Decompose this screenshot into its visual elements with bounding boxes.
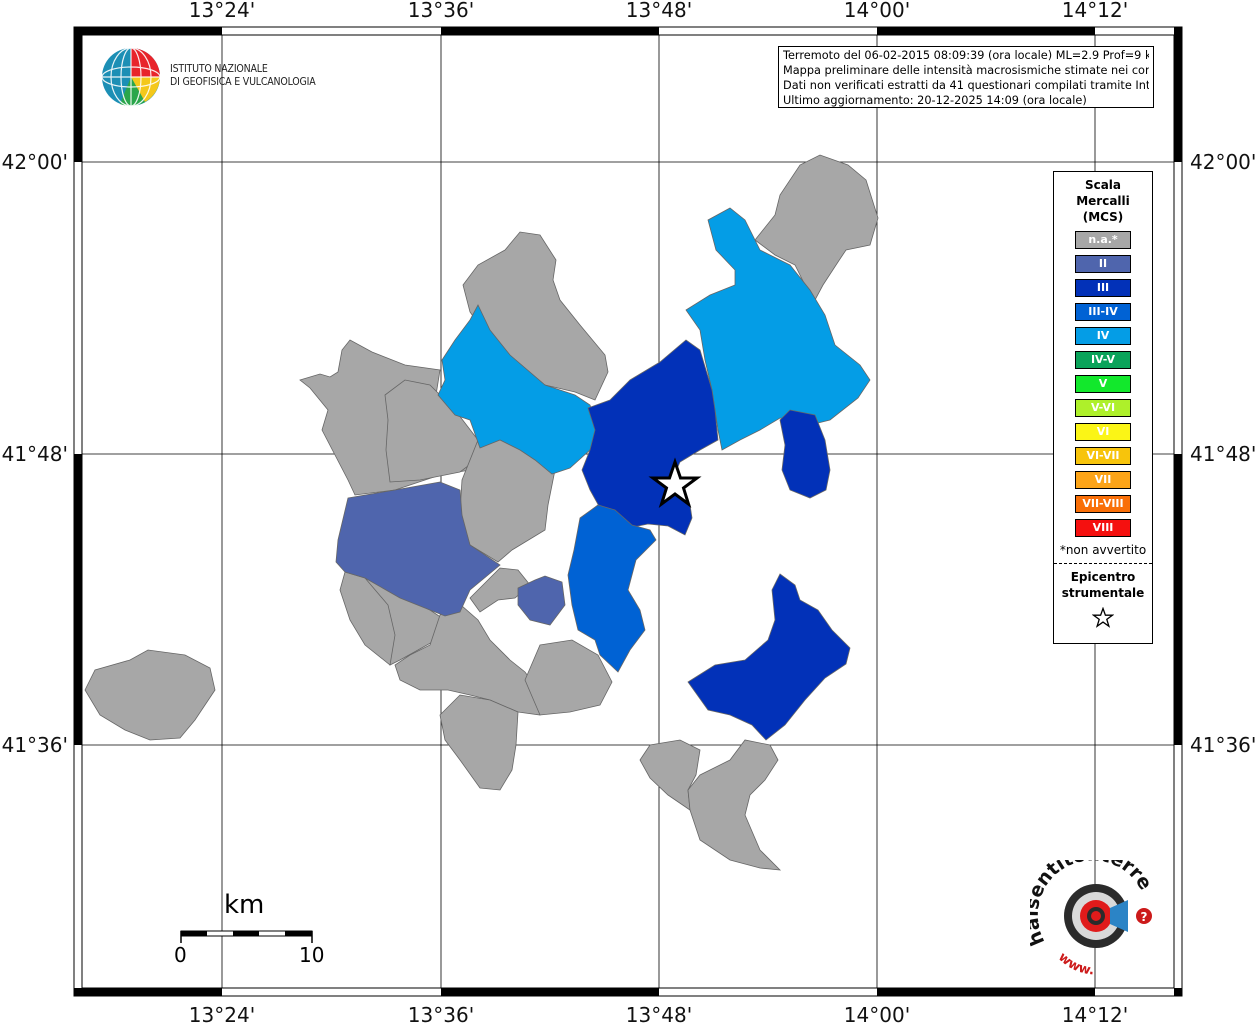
ingv-name-line1: ISTITUTO NAZIONALE [170, 63, 268, 75]
legend-title-line: (MCS) [1082, 210, 1124, 224]
lon-label-top: 14°00' [844, 0, 910, 22]
lon-label-bottom: 13°48' [626, 1003, 692, 1024]
municipalities [84, 154, 879, 871]
legend-item: VI [1075, 423, 1131, 441]
ingv-logo: ISTITUTO NAZIONALE DI GEOFISICA E VULCAN… [100, 46, 320, 110]
event-info-line: Terremoto del 06-02-2015 08:09:39 (ora l… [783, 49, 1149, 62]
lon-label-top: 13°48' [626, 0, 692, 22]
comune-na [439, 694, 519, 791]
lon-label-bottom: 14°00' [844, 1003, 910, 1024]
legend-item: VII-VIII [1075, 495, 1131, 513]
comune-III [687, 573, 851, 741]
legend-epicenter-line: Epicentro [1070, 570, 1136, 584]
lat-label-left: 42°00' [2, 150, 68, 174]
lat-label-left: 41°48' [2, 442, 68, 466]
legend-items: n.a.* II III III-IV IV IV-V V V-VI VI VI-VII VII VI… [1054, 231, 1152, 537]
legend-item: III [1075, 279, 1131, 297]
lon-label-top: 13°36' [408, 0, 474, 22]
legend-item: IV-V [1075, 351, 1131, 369]
haisentito-logo: haisentitoilterremoto.it www. ? [1020, 843, 1160, 980]
event-info-box: Terremoto del 06-02-2015 08:09:39 (ora l… [778, 46, 1154, 108]
lon-label-top: 13°24' [189, 0, 255, 22]
legend-title: Scala Mercalli (MCS) [1054, 172, 1152, 225]
scale-end: 10 [299, 943, 325, 967]
lon-label-top: 14°12' [1062, 0, 1128, 22]
comune-na [754, 154, 879, 301]
lon-label-bottom: 13°24' [189, 1003, 255, 1024]
comune-III [779, 409, 831, 499]
lon-label-bottom: 14°12' [1062, 1003, 1128, 1024]
legend-item: III-IV [1075, 303, 1131, 321]
mcs-legend: Scala Mercalli (MCS) n.a.* II III III-IV IV I… [1053, 171, 1153, 644]
comune-III-IV [567, 504, 657, 673]
scale-bar: km 0 10 [172, 890, 332, 970]
legend-title-line: Scala [1084, 178, 1122, 192]
legend-item: IV [1075, 327, 1131, 345]
scale-unit: km [224, 890, 265, 920]
ingv-name-line2: DI GEOFISICA E VULCANOLOGIA [170, 76, 316, 88]
scale-start: 0 [174, 943, 187, 967]
legend-item: II [1075, 255, 1131, 273]
event-info-line: Ultimo aggiornamento: 20-12-2025 14:09 (… [783, 94, 1087, 107]
lat-label-right: 41°48' [1190, 442, 1255, 466]
comune-na [687, 739, 782, 871]
haisentito-icon: haisentitoilterremoto.it www. ? [1020, 843, 1156, 979]
legend-epicenter-label: Epicentro strumentale [1054, 569, 1152, 601]
lat-label-left: 41°36' [2, 733, 68, 757]
svg-text:www.: www. [1055, 950, 1095, 979]
lon-label-bottom: 13°36' [408, 1003, 474, 1024]
svg-text:?: ? [1141, 910, 1148, 924]
globe-icon [101, 47, 161, 107]
scale-bar-graphic [180, 930, 313, 943]
legend-item: VII [1075, 471, 1131, 489]
comune-IV [685, 207, 871, 451]
comune-II [517, 575, 566, 626]
frame-stripes [74, 27, 1182, 996]
comune-na [524, 639, 613, 716]
lat-label-right: 42°00' [1190, 150, 1255, 174]
haisentito-url: www. [1055, 950, 1095, 979]
legend-item: n.a.* [1075, 231, 1131, 249]
comune-II [335, 481, 501, 617]
event-info-line: Dati non verificati estratti da 41 quest… [783, 79, 1149, 92]
ingv-name: ISTITUTO NAZIONALE DI GEOFISICA E VULCAN… [170, 63, 316, 89]
lat-label-right: 41°36' [1190, 733, 1255, 757]
legend-note: *non avvertito [1059, 543, 1147, 557]
legend-item: V-VI [1075, 399, 1131, 417]
legend-star-icon [1054, 606, 1152, 633]
comune-na [84, 649, 216, 741]
legend-item: V [1075, 375, 1131, 393]
epicenter-star [648, 457, 702, 508]
legend-divider [1054, 563, 1152, 564]
legend-item: VI-VII [1075, 447, 1131, 465]
legend-epicenter-line: strumentale [1061, 586, 1145, 600]
legend-title-line: Mercalli [1076, 194, 1130, 208]
comune-na [639, 739, 701, 811]
legend-item: VIII [1075, 519, 1131, 537]
event-info-line: Mappa preliminare delle intensità macros… [783, 64, 1149, 77]
